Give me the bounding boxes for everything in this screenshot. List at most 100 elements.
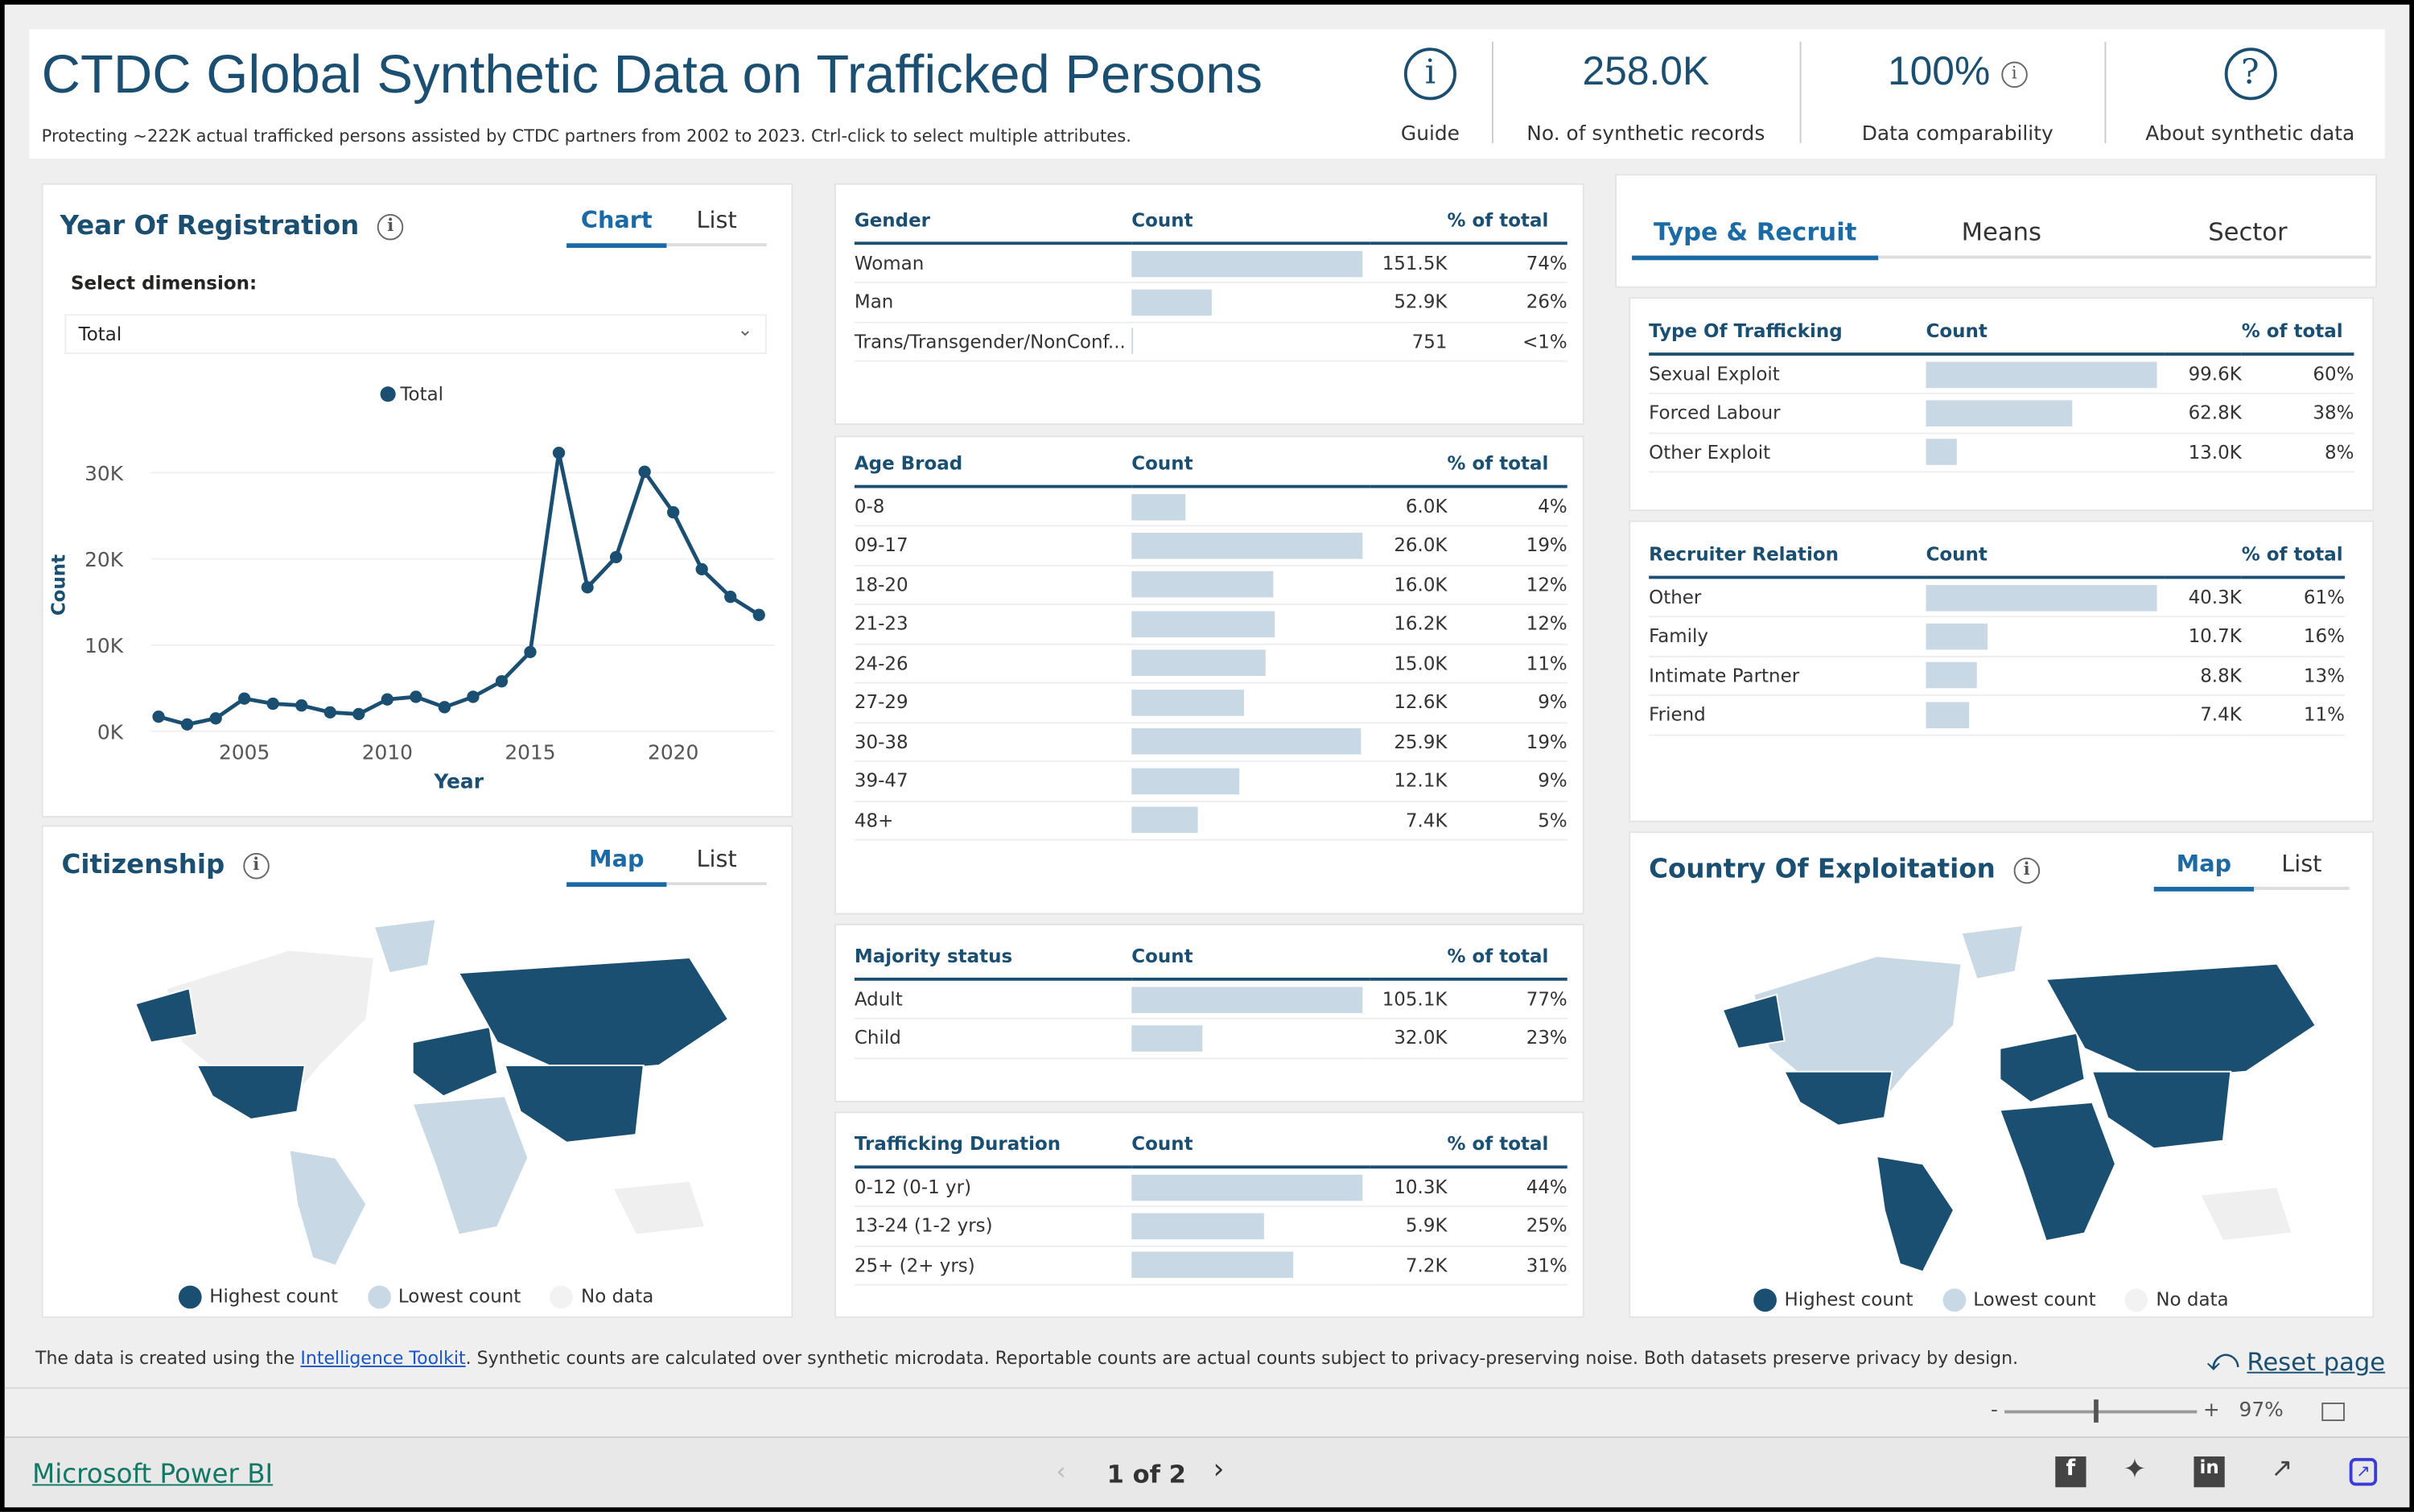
zoom-out-button[interactable]: -: [1990, 1399, 1998, 1423]
region-australia[interactable]: [2198, 1186, 2294, 1242]
table-row[interactable]: Child 32.0K 23%: [854, 1018, 1567, 1059]
region-south-america[interactable]: [288, 1149, 368, 1266]
citizenship-map[interactable]: [105, 896, 752, 1266]
tab-map[interactable]: Map: [566, 845, 667, 888]
region-alaska[interactable]: [134, 987, 199, 1044]
data-point[interactable]: [495, 675, 509, 688]
powerbi-link[interactable]: Microsoft Power BI: [32, 1459, 274, 1491]
zoom-slider[interactable]: [2004, 1399, 2197, 1422]
data-point[interactable]: [552, 447, 566, 459]
table-row[interactable]: Woman 151.5K 74%: [854, 243, 1567, 284]
table-row[interactable]: 0-12 (0-1 yr) 10.3K 44%: [854, 1167, 1567, 1208]
region-australia[interactable]: [612, 1180, 706, 1236]
table-row[interactable]: 27-29 12.6K 9%: [854, 682, 1567, 723]
column-header[interactable]: Recruiter Relation: [1649, 531, 1926, 579]
data-point[interactable]: [180, 718, 194, 731]
region-russia[interactable]: [2045, 962, 2317, 1081]
data-point[interactable]: [467, 690, 480, 703]
column-header[interactable]: Majority status: [854, 933, 1132, 981]
column-header[interactable]: Gender: [854, 196, 1132, 245]
data-point[interactable]: [152, 710, 165, 723]
region-usa[interactable]: [196, 1065, 306, 1120]
table-row[interactable]: 13-24 (1-2 yrs) 5.9K 25%: [854, 1206, 1567, 1246]
table-row[interactable]: 39-47 12.1K 9%: [854, 761, 1567, 801]
column-header[interactable]: % of total: [2241, 307, 2354, 356]
legend-label[interactable]: Total: [399, 384, 443, 405]
region-asia[interactable]: [504, 1065, 645, 1143]
prev-page-button[interactable]: ‹: [1056, 1456, 1066, 1486]
tab-chart[interactable]: Chart: [566, 206, 667, 249]
column-header[interactable]: Count: [1131, 1120, 1448, 1169]
table-row[interactable]: 18-20 16.0K 12%: [854, 565, 1567, 605]
tab-means[interactable]: Means: [1878, 217, 2125, 259]
region-asia[interactable]: [2091, 1070, 2232, 1150]
data-point[interactable]: [438, 701, 451, 714]
tab-type-recruit[interactable]: Type & Recruit: [1632, 217, 1879, 261]
region-europe[interactable]: [1999, 1032, 2086, 1104]
data-point[interactable]: [352, 707, 365, 721]
table-row[interactable]: Other 40.3K 61%: [1649, 577, 2345, 618]
table-row[interactable]: 21-23 16.2K 12%: [854, 604, 1567, 645]
column-header[interactable]: Count: [1131, 196, 1448, 245]
column-header[interactable]: % of total: [2241, 531, 2345, 579]
column-header[interactable]: % of total: [1447, 196, 1567, 245]
column-header[interactable]: Count: [1131, 933, 1448, 981]
region-africa[interactable]: [1999, 1101, 2116, 1242]
data-point[interactable]: [238, 692, 251, 705]
share-icon[interactable]: ↗: [2271, 1453, 2293, 1485]
region-south-america[interactable]: [1876, 1155, 1955, 1272]
table-row[interactable]: Trans/Transgender/NonConf... 751 <1%: [854, 321, 1567, 362]
data-point[interactable]: [295, 699, 308, 712]
data-point[interactable]: [609, 550, 623, 564]
data-point[interactable]: [266, 697, 279, 711]
twitter-icon[interactable]: ✦: [2123, 1453, 2147, 1486]
info-icon[interactable]: i: [243, 852, 270, 879]
region-russia[interactable]: [457, 957, 730, 1074]
tab-list[interactable]: List: [666, 845, 767, 886]
data-point[interactable]: [724, 591, 737, 604]
data-point[interactable]: [581, 581, 594, 594]
about-synthetic-button[interactable]: ? About synthetic data: [2115, 29, 2385, 159]
column-header[interactable]: % of total: [1447, 1120, 1567, 1169]
data-point[interactable]: [209, 712, 222, 725]
table-row[interactable]: 25+ (2+ yrs) 7.2K 31%: [854, 1245, 1567, 1286]
reset-page-button[interactable]: ⤺ Reset page: [2206, 1341, 2386, 1378]
region-usa[interactable]: [1782, 1070, 1893, 1127]
table-row[interactable]: Friend 7.4K 11%: [1649, 694, 2345, 735]
table-row[interactable]: Man 52.9K 26%: [854, 282, 1567, 323]
data-point[interactable]: [695, 562, 708, 576]
column-header[interactable]: Age Broad: [854, 440, 1132, 488]
table-row[interactable]: Other Exploit 13.0K 8%: [1649, 432, 2354, 473]
column-header[interactable]: % of total: [1447, 440, 1567, 488]
fit-page-icon[interactable]: [2321, 1402, 2345, 1421]
table-row[interactable]: 30-38 25.9K 19%: [854, 722, 1567, 763]
next-page-button[interactable]: ›: [1213, 1453, 1225, 1486]
table-row[interactable]: Intimate Partner 8.8K 13%: [1649, 656, 2345, 696]
table-row[interactable]: Family 10.7K 16%: [1649, 616, 2345, 657]
info-icon[interactable]: i: [2013, 856, 2040, 884]
expand-icon[interactable]: ↗: [2349, 1457, 2378, 1486]
data-point[interactable]: [410, 690, 422, 703]
table-row[interactable]: 24-26 15.0K 11%: [854, 643, 1567, 684]
zoom-in-button[interactable]: +: [2202, 1399, 2220, 1423]
info-icon[interactable]: i: [2001, 60, 2028, 88]
intelligence-toolkit-link[interactable]: Intelligence Toolkit: [300, 1347, 466, 1369]
table-row[interactable]: Forced Labour 62.8K 38%: [1649, 393, 2354, 434]
table-row[interactable]: 09-17 26.0K 19%: [854, 525, 1567, 566]
region-europe[interactable]: [411, 1026, 499, 1098]
table-row[interactable]: 0-8 6.0K 4%: [854, 486, 1567, 527]
facebook-icon[interactable]: f: [2055, 1456, 2087, 1488]
table-row[interactable]: Sexual Exploit 99.6K 60%: [1649, 354, 2354, 394]
data-point[interactable]: [638, 465, 651, 478]
column-header[interactable]: Count: [1926, 531, 2242, 579]
guide-button[interactable]: i Guide: [1369, 29, 1492, 159]
column-header[interactable]: % of total: [1447, 933, 1567, 981]
exploitation-map[interactable]: [1692, 902, 2339, 1272]
column-header[interactable]: Count: [1926, 307, 2242, 356]
data-point[interactable]: [667, 506, 680, 519]
linkedin-icon[interactable]: in: [2194, 1456, 2225, 1488]
tab-list[interactable]: List: [666, 206, 767, 247]
tab-list[interactable]: List: [2254, 850, 2350, 890]
info-icon[interactable]: i: [377, 212, 404, 240]
region-greenland[interactable]: [1960, 924, 2025, 980]
